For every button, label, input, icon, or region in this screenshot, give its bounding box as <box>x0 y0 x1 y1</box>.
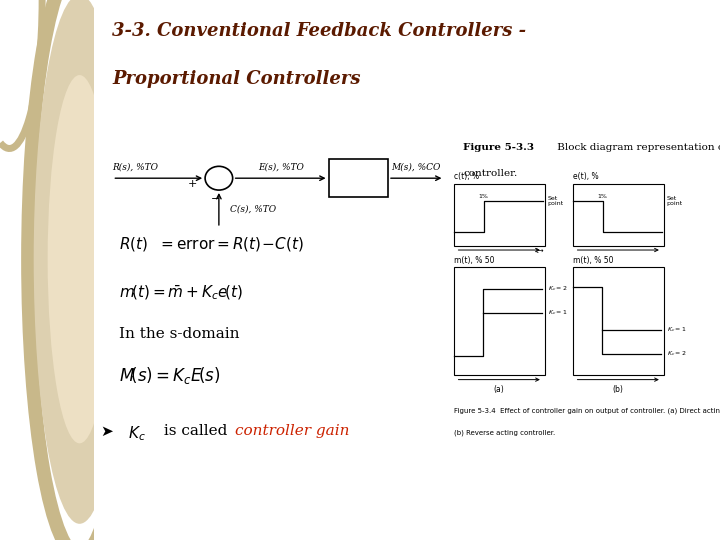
Text: $G_c(s)$: $G_c(s)$ <box>343 170 374 186</box>
Circle shape <box>48 75 112 443</box>
Text: +: + <box>188 179 197 188</box>
Text: Set
point: Set point <box>667 195 683 206</box>
FancyBboxPatch shape <box>573 267 664 375</box>
Circle shape <box>34 0 125 524</box>
FancyBboxPatch shape <box>328 159 388 197</box>
Text: −: − <box>211 194 220 205</box>
Text: m(t), % 50: m(t), % 50 <box>454 255 494 265</box>
Text: ➤: ➤ <box>100 424 112 439</box>
Text: 1%: 1% <box>479 194 489 199</box>
Text: m(t), % 50: m(t), % 50 <box>573 255 613 265</box>
Text: (b) Reverse acting controller.: (b) Reverse acting controller. <box>454 429 555 436</box>
FancyBboxPatch shape <box>454 184 544 246</box>
Text: (a): (a) <box>494 385 505 394</box>
Text: M(s), %CO: M(s), %CO <box>392 163 441 172</box>
Text: controller.: controller. <box>463 169 518 178</box>
Text: $K_c$: $K_c$ <box>128 424 145 443</box>
Text: E(s), %TO: E(s), %TO <box>258 163 304 172</box>
FancyBboxPatch shape <box>573 184 664 246</box>
Text: is called: is called <box>159 424 233 438</box>
Text: Figure 5-3.4  Effect of controller gain on output of controller. (a) Direct acti: Figure 5-3.4 Effect of controller gain o… <box>454 408 720 414</box>
Text: Block diagram representation of: Block diagram representation of <box>554 143 720 152</box>
Text: $K_c=2$: $K_c=2$ <box>667 349 686 358</box>
Text: c(t), %: c(t), % <box>454 172 479 181</box>
Text: $m\!\left(t\right)=\bar{m}+K_c e\!\left(t\right)$: $m\!\left(t\right)=\bar{m}+K_c e\!\left(… <box>119 284 243 302</box>
Text: $K_c=1$: $K_c=1$ <box>667 326 686 334</box>
Text: $K_c=2$: $K_c=2$ <box>548 285 567 293</box>
Text: R(s), %TO: R(s), %TO <box>112 163 158 172</box>
Text: Set
point: Set point <box>548 195 564 206</box>
Text: controller gain: controller gain <box>235 424 349 438</box>
Text: (b): (b) <box>613 385 624 394</box>
Text: 3-3. Conventional Feedback Controllers -: 3-3. Conventional Feedback Controllers - <box>112 22 526 39</box>
Text: t→: t→ <box>536 248 544 254</box>
Text: 1%: 1% <box>598 194 608 199</box>
Text: C(s), %TO: C(s), %TO <box>230 205 276 213</box>
Text: Figure 5-3.3: Figure 5-3.3 <box>463 143 534 152</box>
Text: $R(t)\ \ =\mathrm{error}=R(t)\!-\!C(t)$: $R(t)\ \ =\mathrm{error}=R(t)\!-\!C(t)$ <box>119 235 303 253</box>
Text: Proportional Controllers: Proportional Controllers <box>112 70 361 88</box>
Text: e(t), %: e(t), % <box>573 172 598 181</box>
Text: $K_c=1$: $K_c=1$ <box>548 308 567 317</box>
Text: $M\!\left(s\right)=K_c E\!\left(s\right)$: $M\!\left(s\right)=K_c E\!\left(s\right)… <box>119 364 220 386</box>
Text: In the s-domain: In the s-domain <box>119 327 239 341</box>
FancyBboxPatch shape <box>454 267 544 375</box>
